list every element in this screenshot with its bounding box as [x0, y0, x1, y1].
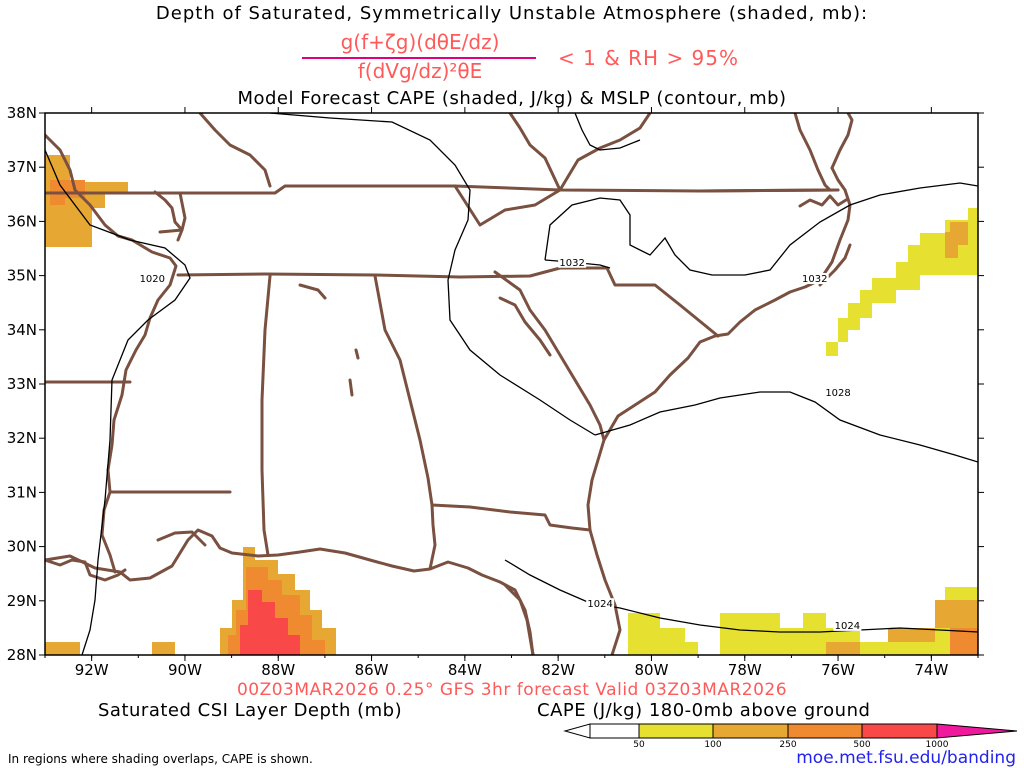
colorbar-100 [712, 723, 789, 739]
lat-label: 31N [7, 483, 37, 501]
colorbar-tick-label: 500 [853, 740, 870, 750]
lat-label: 28N [7, 646, 37, 664]
colorbar-250 [787, 723, 863, 739]
mslp-contours [45, 113, 978, 655]
contour-label: 1028 [825, 388, 850, 399]
lon-label: 82W [541, 661, 575, 679]
contour-label-bg [824, 386, 853, 398]
lat-label: 35N [7, 267, 37, 285]
lon-label: 92W [75, 661, 109, 679]
lon-label: 90W [168, 661, 202, 679]
colorbar-1000-arrow [936, 723, 1018, 739]
title-line-1: Depth of Saturated, Symmetrically Unstab… [155, 3, 869, 24]
colorbar-50 [638, 723, 714, 739]
formula-numerator: g(f+ζg)(dθE/dz) [340, 30, 500, 54]
colorbar-500 [861, 723, 938, 739]
contour-label: 1032 [559, 258, 584, 269]
contour-label-bg [558, 256, 587, 268]
contour-label: 1024 [835, 621, 860, 632]
contour-label: 1020 [140, 274, 165, 285]
lat-label: 33N [7, 375, 37, 393]
lat-label: 37N [7, 158, 37, 176]
lat-label: 30N [7, 538, 37, 556]
contour-label-bg [138, 273, 167, 285]
cape-shading-atlantic [628, 208, 978, 655]
source-url[interactable]: moe.met.fsu.edu/banding [796, 748, 1016, 768]
colorbar-white [589, 723, 640, 739]
axis-ticks [39, 107, 984, 661]
geography-borders [45, 113, 854, 655]
contour-label: 1024 [587, 599, 612, 610]
formula-condition: < 1 & RH > 95% [558, 46, 740, 70]
cape-colorbar: 50 100 250 500 1000 [563, 723, 1018, 750]
colorbar-ticks: 50 100 250 500 1000 [633, 740, 948, 750]
lon-label: 74W [914, 661, 948, 679]
footnote: In regions where shading overlaps, CAPE … [8, 752, 313, 766]
lon-label: 88W [261, 661, 295, 679]
lat-label: 34N [7, 321, 37, 339]
colorbar-low-arrow [563, 723, 591, 739]
lon-label: 84W [448, 661, 482, 679]
contour-label-bg [833, 619, 862, 631]
title-line-3: Model Forecast CAPE (shaded, J/kg) & MSL… [237, 88, 787, 109]
lat-label: 36N [7, 212, 37, 230]
cape-shading-gulf [45, 547, 336, 655]
lon-label: 76W [821, 661, 855, 679]
lat-label: 38N [7, 104, 37, 122]
contour-labels: 1020 1032 1032 1028 1024 1024 [138, 256, 862, 632]
contour-label: 1032 [802, 274, 827, 285]
lon-label: 80W [634, 661, 668, 679]
cape-label: CAPE (J/kg) 180-0mb above ground [537, 700, 871, 721]
forecast-line: 00Z03MAR2026 0.25° GFS 3hr forecast Vali… [236, 680, 788, 700]
contour-label-bg [800, 273, 829, 285]
latitude-labels: 38N 37N 36N 35N 34N 33N 32N 31N 30N 29N 28N [7, 104, 37, 664]
colorbar-tick-label: 100 [704, 740, 721, 750]
lon-label: 78W [728, 661, 762, 679]
formula-denominator: f(dVg/dz)²θE [357, 59, 483, 83]
longitude-labels: 92W 90W 88W 86W 84W 82W 80W 78W 76W 74W [75, 661, 949, 679]
csi-label: Saturated CSI Layer Depth (mb) [98, 700, 403, 721]
colorbar-tick-label: 50 [633, 740, 645, 750]
colorbar-tick-label: 250 [779, 740, 796, 750]
fraction-bar [302, 57, 536, 59]
contour-label-bg [586, 598, 615, 610]
lat-label: 32N [7, 429, 37, 447]
colorbar-tick-label: 1000 [926, 740, 949, 750]
lon-label: 86W [355, 661, 389, 679]
lat-label: 29N [7, 592, 37, 610]
